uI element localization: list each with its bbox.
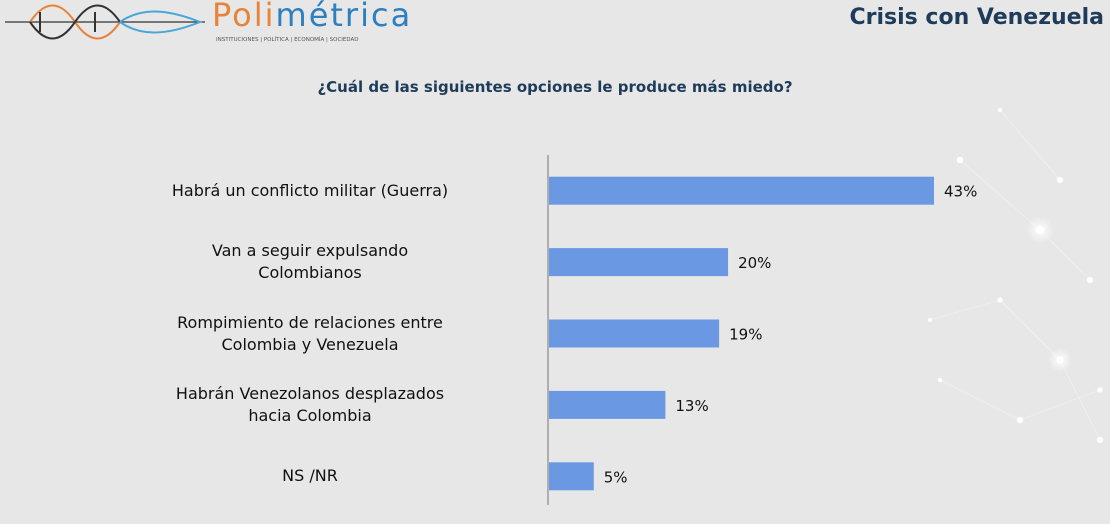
category-text: Habrán Venezolanos desplazados hacia Col… <box>175 383 445 425</box>
bar <box>549 319 720 348</box>
category-label: Habrá un conflicto militar (Guerra) <box>90 166 530 216</box>
category-text: NS /NR <box>282 466 338 486</box>
category-text: Van a seguir expulsando Colombianos <box>211 241 409 283</box>
bar <box>549 176 934 205</box>
category-label: Van a seguir expulsando Colombianos <box>90 237 530 287</box>
bar <box>549 390 666 419</box>
value-label: 19% <box>729 326 762 344</box>
category-label: NS /NR <box>90 451 530 501</box>
bar <box>549 462 594 491</box>
brand-end: métrica <box>276 0 413 34</box>
value-label: 20% <box>738 254 771 272</box>
brand-start: Poli <box>212 0 276 34</box>
value-label: 43% <box>944 183 977 201</box>
category-text: Rompimiento de relaciones entre Colombia… <box>177 312 443 354</box>
category-label: Habrán Venezolanos desplazados hacia Col… <box>90 380 530 430</box>
tagline: INSTITUCIONES | POLÍTICA | ECONOMÍA | SO… <box>216 36 359 43</box>
category-text: Habrá un conflicto militar (Guerra) <box>171 180 449 200</box>
chart-title: ¿Cuál de las siguientes opciones le prod… <box>317 78 792 96</box>
value-label: 13% <box>675 397 708 415</box>
bar <box>549 248 729 277</box>
brand: Polimétrica <box>212 0 412 34</box>
category-label: Rompimiento de relaciones entre Colombia… <box>90 309 530 359</box>
constellation <box>927 107 1104 444</box>
logo-mark <box>5 4 205 40</box>
value-label: 5% <box>604 468 628 486</box>
section-title: Crisis con Venezuela <box>849 5 1104 30</box>
